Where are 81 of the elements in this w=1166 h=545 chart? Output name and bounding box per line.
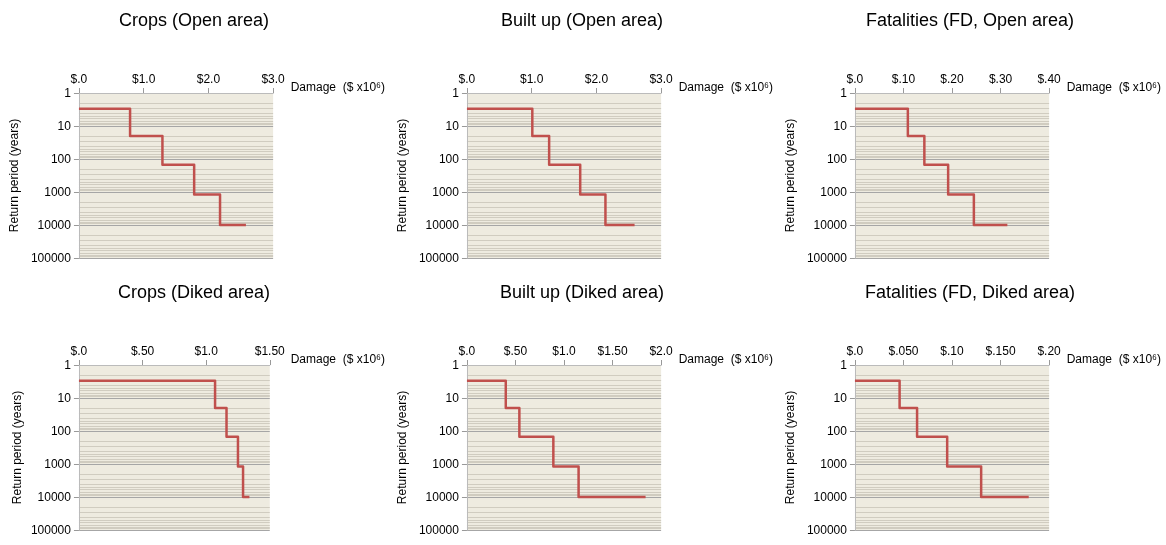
x-axis-title: Damage ($ x10⁶) <box>678 352 773 366</box>
y-tick-label: 100000 <box>30 251 72 265</box>
chart-title: Fatalities (FD, Open area) <box>865 10 1075 30</box>
y-axis-title: Return period (years) <box>395 390 409 505</box>
y-tick-label: 10000 <box>813 218 848 232</box>
y-tick-label: 1 <box>64 86 72 100</box>
x-tick-label: $3.0 <box>649 72 674 86</box>
x-tick-label: $.50 <box>503 344 528 358</box>
y-tick-label: 10 <box>833 119 848 133</box>
chart-title: Crops (Open area) <box>118 10 270 30</box>
chart-title: Fatalities (FD, Diked area) <box>864 282 1076 302</box>
x-tick-label: $2.0 <box>196 72 221 86</box>
x-axis-title: Damage ($ x10⁶) <box>678 80 773 94</box>
x-tick-label: $.0 <box>70 344 88 358</box>
y-tick-label: 1000 <box>44 457 72 471</box>
y-tick-label: 1 <box>840 86 848 100</box>
x-tick-label: $.0 <box>846 344 864 358</box>
x-tick-label: $2.0 <box>584 72 609 86</box>
y-tick-label: 100000 <box>806 251 848 265</box>
x-axis-title: Damage ($ x10⁶) <box>290 352 385 366</box>
y-tick-label: 10 <box>445 119 460 133</box>
y-axis-title: Return period (years) <box>783 118 797 233</box>
x-tick-label: $.50 <box>130 344 155 358</box>
y-tick-label: 1 <box>840 358 848 372</box>
y-tick-label: 1 <box>64 358 72 372</box>
x-tick-label: $.30 <box>988 72 1013 86</box>
y-tick-label: 10 <box>833 391 848 405</box>
y-tick-label: 1 <box>452 86 460 100</box>
y-tick-label: 100 <box>438 424 460 438</box>
y-tick-label: 1000 <box>432 457 460 471</box>
x-tick-label: $.20 <box>1037 344 1062 358</box>
y-tick-label: 100 <box>438 152 460 166</box>
y-tick-label: 10000 <box>425 218 460 232</box>
x-tick-label: $1.50 <box>254 344 286 358</box>
x-tick-label: $2.0 <box>649 344 674 358</box>
y-tick-label: 10 <box>445 391 460 405</box>
chart-title: Built up (Open area) <box>500 10 664 30</box>
x-tick-label: $.20 <box>940 72 965 86</box>
y-tick-label: 100000 <box>806 523 848 537</box>
x-tick-label: $.150 <box>985 344 1016 358</box>
x-tick-label: $1.0 <box>519 72 544 86</box>
x-tick-label: $.10 <box>940 344 965 358</box>
x-tick-label: $.0 <box>70 72 88 86</box>
y-tick-label: 100000 <box>30 523 72 537</box>
x-axis-title: Damage ($ x10⁶) <box>290 80 385 94</box>
y-tick-label: 10000 <box>37 218 72 232</box>
y-tick-label: 100 <box>50 424 72 438</box>
x-tick-label: $1.50 <box>597 344 628 358</box>
y-tick-label: 100000 <box>418 523 460 537</box>
x-tick-label: $1.0 <box>131 72 156 86</box>
y-axis-title: Return period (years) <box>395 118 409 233</box>
y-tick-label: 10 <box>57 119 72 133</box>
y-tick-label: 1000 <box>432 185 460 199</box>
y-axis-title: Return period (years) <box>783 390 797 505</box>
y-tick-label: 10000 <box>37 490 72 504</box>
y-tick-label: 10000 <box>813 490 848 504</box>
y-tick-label: 100 <box>50 152 72 166</box>
y-tick-label: 1000 <box>44 185 72 199</box>
y-axis-title: Return period (years) <box>9 390 24 505</box>
x-axis-title: Damage ($ x10⁶) <box>1066 352 1161 366</box>
x-tick-label: $3.0 <box>261 72 286 86</box>
x-axis-title: Damage ($ x10⁶) <box>1066 80 1161 94</box>
x-tick-label: $.40 <box>1037 72 1062 86</box>
x-tick-label: $.0 <box>846 72 864 86</box>
chart-title: Crops (Diked area) <box>117 282 271 302</box>
y-axis-title: Return period (years) <box>7 118 21 233</box>
y-tick-label: 100 <box>826 152 848 166</box>
y-tick-label: 100000 <box>418 251 460 265</box>
x-tick-label: $.050 <box>888 344 919 358</box>
y-tick-label: 10000 <box>425 490 460 504</box>
x-tick-label: $.0 <box>458 72 476 86</box>
x-tick-label: $.10 <box>891 72 916 86</box>
y-tick-label: 1000 <box>820 185 848 199</box>
y-tick-label: 10 <box>57 391 72 405</box>
x-tick-label: $.0 <box>458 344 476 358</box>
x-tick-label: $1.0 <box>194 344 219 358</box>
y-tick-label: 1000 <box>820 457 848 471</box>
y-tick-label: 1 <box>452 358 460 372</box>
x-tick-label: $1.0 <box>552 344 577 358</box>
y-tick-label: 100 <box>826 424 848 438</box>
chart-title: Built up (Diked area) <box>499 282 665 302</box>
